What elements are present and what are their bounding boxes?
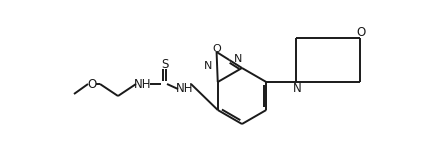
- Text: O: O: [357, 27, 366, 40]
- Text: NH: NH: [176, 82, 194, 95]
- Text: NH: NH: [134, 78, 152, 91]
- Text: O: O: [87, 78, 97, 91]
- Text: S: S: [161, 58, 169, 71]
- Text: N: N: [204, 61, 212, 71]
- Text: N: N: [293, 82, 302, 94]
- Text: O: O: [212, 44, 221, 54]
- Text: N: N: [234, 54, 243, 64]
